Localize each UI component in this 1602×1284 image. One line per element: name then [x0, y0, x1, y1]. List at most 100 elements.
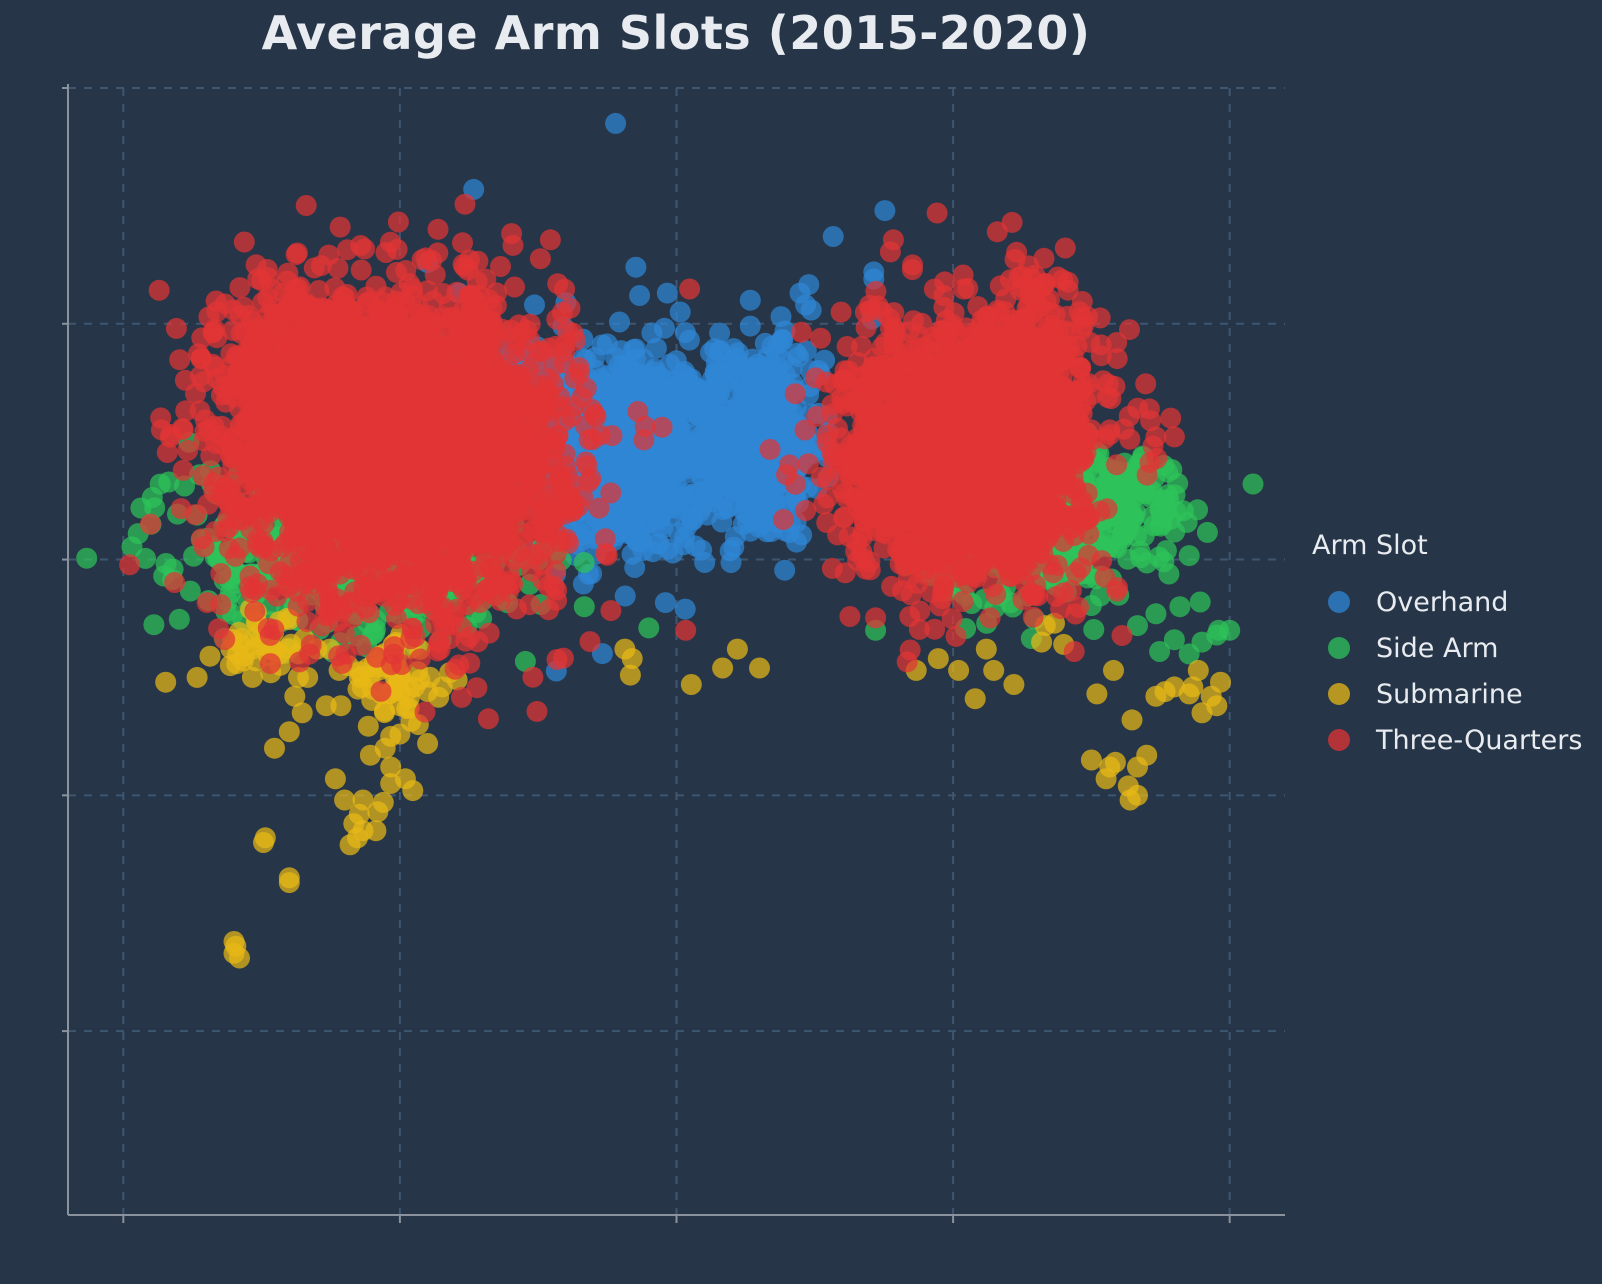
data-point-three-quarters	[424, 264, 446, 286]
data-point-submarine	[1119, 789, 1141, 811]
data-point-overhand	[669, 301, 691, 323]
data-point-three-quarters	[552, 647, 574, 669]
data-point-side-arm	[514, 650, 536, 672]
data-point-three-quarters	[503, 471, 525, 493]
data-point-three-quarters	[460, 294, 482, 316]
data-point-side-arm	[638, 617, 660, 639]
data-point-three-quarters	[576, 455, 598, 477]
chart-title: Average Arm Slots (2015-2020)	[261, 6, 1091, 60]
data-point-overhand	[624, 557, 646, 578]
data-point-overhand	[625, 256, 647, 278]
data-point-overhand	[724, 526, 746, 548]
data-point-side-arm	[174, 475, 195, 497]
data-point-submarine	[284, 685, 306, 707]
data-point-submarine	[948, 659, 970, 681]
data-point-submarine	[1086, 683, 1108, 705]
data-point-three-quarters	[164, 572, 186, 593]
data-point-three-quarters	[679, 278, 701, 300]
data-point-submarine	[288, 666, 309, 688]
data-point-submarine	[1103, 659, 1124, 681]
data-point-overhand	[709, 322, 731, 344]
data-point-submarine	[1178, 683, 1200, 705]
data-point-three-quarters	[484, 585, 506, 606]
data-point-side-arm	[76, 547, 98, 569]
data-point-three-quarters	[504, 276, 525, 298]
data-point-submarine	[315, 695, 337, 717]
data-point-submarine	[339, 834, 361, 856]
data-point-overhand	[674, 526, 696, 548]
data-point-side-arm	[1187, 499, 1208, 521]
data-point-three-quarters	[386, 238, 408, 260]
data-point-three-quarters	[287, 595, 309, 617]
data-point-submarine	[619, 664, 641, 686]
data-point-three-quarters	[401, 617, 423, 639]
data-point-overhand	[715, 405, 737, 427]
data-point-overhand	[685, 481, 707, 503]
data-point-three-quarters	[518, 359, 540, 381]
data-point-submarine	[680, 674, 702, 695]
data-point-three-quarters	[600, 600, 622, 622]
data-point-overhand	[662, 481, 684, 503]
data-point-three-quarters	[210, 563, 232, 584]
data-point-three-quarters	[498, 561, 520, 583]
data-point-overhand	[659, 353, 681, 375]
data-point-overhand	[629, 285, 651, 306]
data-point-overhand	[645, 337, 667, 359]
series-submarine	[155, 598, 1231, 969]
data-point-side-arm	[1083, 619, 1105, 640]
data-point-three-quarters	[433, 343, 455, 365]
data-point-overhand	[795, 294, 817, 316]
data-point-submarine	[334, 789, 356, 811]
data-point-three-quarters	[409, 648, 431, 670]
data-point-three-quarters	[496, 517, 517, 539]
data-point-three-quarters	[391, 654, 413, 675]
data-point-side-arm	[1149, 641, 1171, 662]
data-point-three-quarters	[140, 513, 161, 535]
data-point-overhand	[677, 382, 699, 404]
data-point-three-quarters	[502, 234, 524, 256]
data-point-three-quarters	[585, 406, 607, 428]
data-point-three-quarters	[564, 367, 586, 389]
data-point-overhand	[822, 226, 844, 247]
data-point-overhand	[712, 499, 734, 521]
data-point-overhand	[654, 442, 676, 464]
data-point-three-quarters	[441, 306, 463, 328]
data-point-three-quarters	[169, 349, 191, 371]
data-point-overhand	[755, 385, 777, 407]
data-point-three-quarters	[479, 384, 501, 406]
data-point-side-arm	[135, 547, 156, 569]
data-point-side-arm	[1123, 479, 1145, 501]
data-point-overhand	[739, 289, 761, 311]
data-point-overhand	[689, 452, 711, 474]
data-point-overhand	[662, 542, 684, 564]
data-point-side-arm	[1126, 525, 1147, 547]
data-point-submarine	[264, 737, 285, 759]
data-point-three-quarters	[579, 631, 601, 653]
data-point-three-quarters	[300, 634, 322, 656]
data-point-submarine	[1191, 702, 1213, 724]
data-point-three-quarters	[296, 611, 318, 633]
data-point-overhand	[769, 369, 790, 391]
data-point-submarine	[348, 666, 370, 688]
data-point-overhand	[795, 340, 817, 362]
data-point-overhand	[678, 329, 700, 351]
data-point-three-quarters	[526, 700, 548, 722]
data-point-overhand	[706, 373, 728, 395]
data-point-overhand	[606, 511, 628, 532]
data-point-submarine	[367, 801, 389, 823]
data-point-side-arm	[168, 608, 190, 630]
data-point-overhand	[626, 375, 648, 397]
data-point-three-quarters	[170, 498, 192, 520]
data-point-overhand	[729, 462, 751, 484]
data-point-submarine	[983, 659, 1005, 681]
data-point-side-arm	[1154, 502, 1176, 524]
data-point-three-quarters	[545, 560, 566, 582]
data-point-submarine	[278, 872, 300, 894]
data-point-overhand	[614, 585, 636, 607]
data-point-three-quarters	[416, 280, 438, 302]
data-point-overhand	[874, 200, 896, 222]
data-point-three-quarters	[533, 387, 555, 409]
data-point-submarine	[621, 648, 643, 670]
data-point-three-quarters	[387, 311, 409, 333]
data-point-submarine	[417, 733, 439, 754]
